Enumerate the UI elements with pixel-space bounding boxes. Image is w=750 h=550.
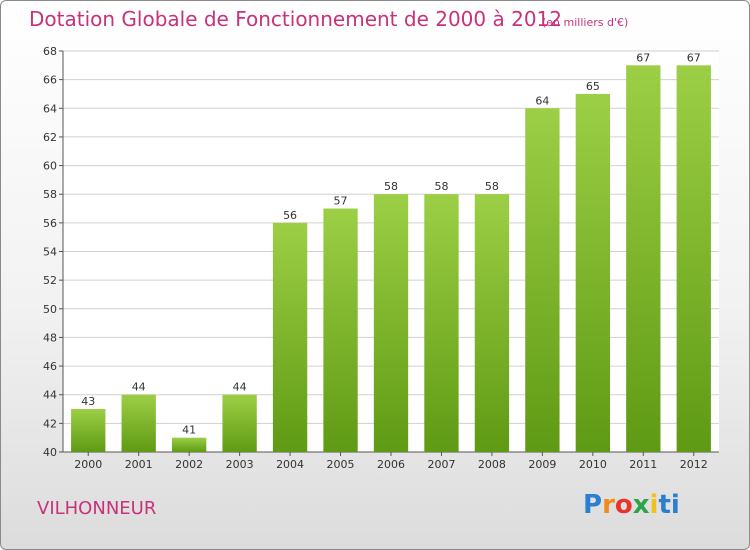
logo-letter: o [614,490,633,520]
y-tick-label: 48 [43,331,57,344]
x-tick-label: 2000 [74,458,102,471]
bar [474,194,510,452]
bar [272,222,308,452]
y-tick-label: 56 [43,217,57,230]
bar-value-label: 43 [81,395,95,408]
y-tick-label: 64 [43,102,57,115]
y-tick-label: 60 [43,160,57,173]
bar [676,65,711,453]
bar [222,394,257,452]
bar [323,208,358,452]
bar-value-label: 57 [334,195,348,208]
bar-value-label: 56 [283,209,297,222]
bar-value-label: 41 [182,424,196,437]
bar [171,437,207,452]
x-tick-label: 2011 [629,458,657,471]
logo-letter: i [649,490,659,520]
bar [71,409,106,452]
x-tick-label: 2012 [680,458,708,471]
logo-letter: r [602,490,615,520]
bar [626,65,661,453]
y-tick-label: 40 [43,446,57,459]
bar-value-label: 67 [687,51,701,64]
bar [373,194,409,452]
y-tick-label: 54 [43,246,57,259]
y-tick-label: 66 [43,74,57,87]
bar [121,394,156,452]
chart-subtitle: (en milliers d'€) [542,16,629,29]
x-tick-label: 2005 [327,458,355,471]
proxiti-logo[interactable]: Proxiti [583,490,680,520]
x-tick-label: 2009 [528,458,556,471]
bar-value-label: 64 [535,94,549,107]
x-tick-label: 2003 [226,458,254,471]
commune-name: VILHONNEUR [37,498,157,519]
x-tick-label: 2010 [579,458,607,471]
bar [575,93,611,452]
logo-letter: x [632,490,650,520]
bar [424,194,459,452]
x-tick-label: 2006 [377,458,405,471]
x-tick-label: 2002 [175,458,203,471]
y-tick-label: 50 [43,303,57,316]
y-tick-label: 46 [43,360,57,373]
y-tick-label: 42 [43,417,57,430]
x-tick-label: 2001 [125,458,153,471]
bar-value-label: 65 [586,80,600,93]
bar [525,108,560,453]
logo-letter: P [583,490,603,520]
chart-title: Dotation Globale de Fonctionnement de 20… [29,7,562,31]
y-tick-label: 62 [43,131,57,144]
x-tick-label: 2007 [427,458,455,471]
bar-value-label: 44 [132,381,146,394]
bar-value-label: 58 [485,180,499,193]
y-tick-label: 58 [43,188,57,201]
y-tick-label: 68 [43,45,57,58]
y-tick-label: 52 [43,274,57,287]
bar-value-label: 58 [384,180,398,193]
y-tick-label: 44 [43,389,57,402]
bar-value-label: 44 [233,381,247,394]
x-tick-label: 2008 [478,458,506,471]
x-tick-label: 2004 [276,458,304,471]
bar-value-label: 67 [636,51,650,64]
bar-value-label: 58 [434,180,448,193]
logo-letter: ti [658,490,680,520]
